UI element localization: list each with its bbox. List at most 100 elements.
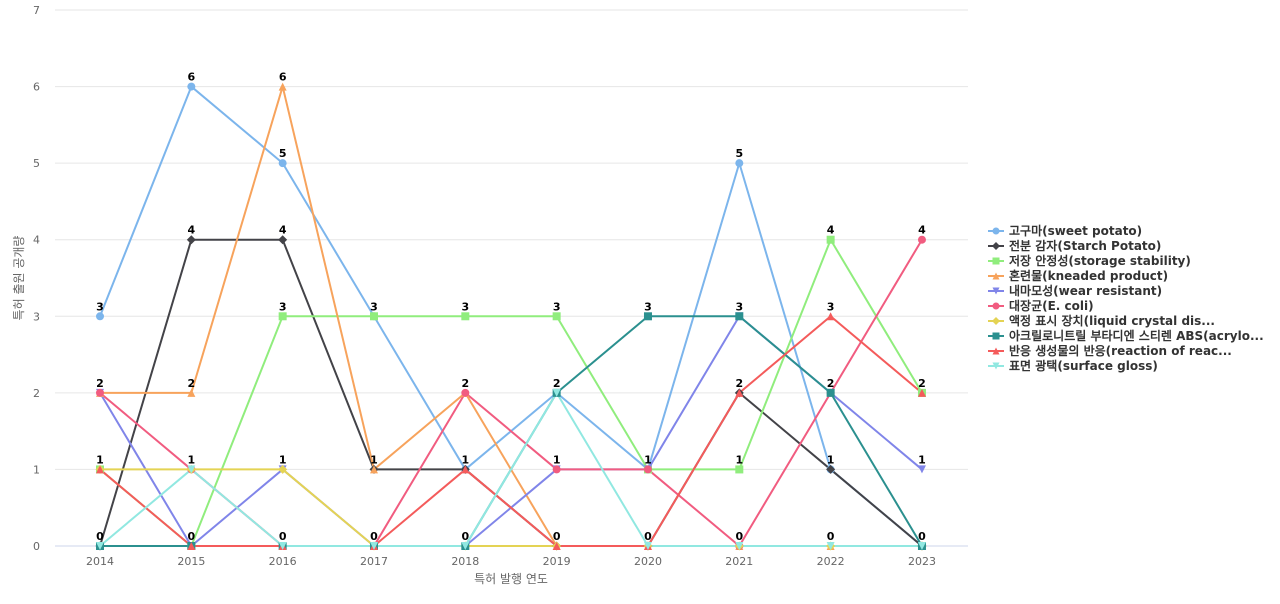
x-tick-label: 2020 — [634, 555, 662, 568]
legend-item[interactable]: 혼련물(kneaded product) — [988, 268, 1168, 283]
data-point-marker[interactable] — [917, 235, 926, 244]
legend-marker[interactable] — [992, 332, 1000, 340]
data-point-marker[interactable] — [187, 465, 196, 474]
data-point-marker[interactable] — [96, 312, 104, 321]
data-label: 2 — [553, 377, 561, 390]
data-point-marker[interactable] — [643, 542, 652, 550]
legend-marker[interactable] — [992, 362, 1000, 370]
data-point-marker[interactable] — [735, 465, 744, 474]
legend-item[interactable]: 전분 감자(Starch Potato) — [988, 238, 1161, 253]
data-label: 3 — [827, 300, 835, 313]
data-label: 3 — [96, 300, 104, 313]
data-label: 2 — [461, 377, 469, 390]
data-point-marker[interactable] — [278, 82, 287, 91]
y-tick-label: 7 — [33, 4, 40, 17]
x-tick-label: 2018 — [451, 555, 479, 568]
data-label: 6 — [279, 71, 287, 84]
data-label: 6 — [188, 71, 196, 84]
legend[interactable]: 고구마(sweet potato)전분 감자(Starch Potato)저장 … — [988, 223, 1264, 373]
data-point-marker[interactable] — [278, 542, 287, 550]
y-axis-title: 특허 출원 공개량 — [12, 236, 26, 321]
data-label: 1 — [188, 453, 196, 466]
data-point-marker[interactable] — [826, 464, 836, 474]
data-point-marker[interactable] — [552, 465, 561, 474]
data-label: 2 — [188, 377, 196, 390]
data-point-marker[interactable] — [369, 542, 378, 550]
legend-item[interactable]: 내마모성(wear resistant) — [988, 283, 1162, 298]
data-point-marker[interactable] — [826, 235, 835, 244]
series-line[interactable] — [99, 315, 923, 547]
legend-marker[interactable] — [992, 227, 1000, 235]
data-point-marker[interactable] — [552, 388, 561, 397]
x-tick-label: 2022 — [817, 555, 845, 568]
data-point-marker[interactable] — [369, 465, 378, 474]
data-point-marker[interactable] — [552, 542, 561, 550]
data-point-marker[interactable] — [461, 312, 470, 321]
data-point-marker[interactable] — [735, 542, 744, 550]
legend-item[interactable]: 표면 광택(surface gloss) — [988, 358, 1158, 373]
data-point-marker[interactable] — [96, 542, 104, 550]
data-label: 0 — [370, 530, 378, 543]
data-point-marker[interactable] — [278, 464, 288, 474]
series-lines — [99, 85, 923, 547]
legend-item[interactable]: 고구마(sweet potato) — [988, 223, 1142, 238]
legend-item[interactable]: 반응 생성물의 반응(reaction of reac... — [988, 343, 1232, 358]
legend-item[interactable]: 액정 표시 장치(liquid crystal dis... — [988, 313, 1215, 328]
y-tick-label: 4 — [33, 234, 40, 247]
data-point-marker[interactable] — [278, 312, 287, 321]
data-point-marker[interactable] — [96, 465, 104, 474]
data-point-marker[interactable] — [187, 82, 196, 91]
legend-marker[interactable] — [992, 272, 1000, 280]
data-label: 3 — [735, 300, 743, 313]
data-point-marker[interactable] — [826, 542, 835, 550]
data-point-marker[interactable] — [552, 312, 561, 321]
x-tick-label: 2014 — [86, 555, 114, 568]
data-point-marker[interactable] — [278, 159, 287, 168]
data-label: 0 — [644, 530, 652, 543]
data-point-marker[interactable] — [735, 159, 744, 168]
y-tick-label: 0 — [33, 540, 40, 553]
legend-item[interactable]: 대장균(E. coli) — [988, 299, 1094, 313]
data-label: 5 — [735, 147, 743, 160]
data-point-marker[interactable] — [917, 542, 926, 550]
data-point-marker[interactable] — [369, 312, 378, 321]
data-point-marker[interactable] — [187, 542, 196, 550]
data-label: 2 — [827, 377, 835, 390]
x-tick-label: 2015 — [177, 555, 205, 568]
x-tick-label: 2019 — [543, 555, 571, 568]
data-point-marker[interactable] — [461, 542, 470, 550]
series-line[interactable] — [99, 391, 923, 547]
data-label: 0 — [461, 530, 469, 543]
data-label: 0 — [188, 530, 196, 543]
data-point-marker[interactable] — [735, 388, 744, 397]
data-point-marker[interactable] — [826, 312, 835, 321]
data-point-marker[interactable] — [826, 388, 835, 397]
data-label: 3 — [553, 300, 561, 313]
legend-marker[interactable] — [992, 242, 1000, 250]
data-point-marker[interactable] — [278, 235, 288, 245]
data-point-marker[interactable] — [917, 388, 926, 397]
data-point-marker[interactable] — [186, 235, 196, 245]
legend-marker[interactable] — [992, 287, 1000, 295]
series-markers — [95, 82, 927, 551]
legend-marker[interactable] — [992, 317, 1000, 325]
data-point-marker[interactable] — [643, 465, 652, 474]
data-point-marker[interactable] — [96, 388, 104, 397]
legend-label: 반응 생성물의 반응(reaction of reac... — [1009, 343, 1232, 358]
data-point-marker[interactable] — [187, 388, 196, 397]
legend-marker[interactable] — [992, 257, 1000, 265]
data-point-marker[interactable] — [461, 388, 470, 397]
legend-marker[interactable] — [992, 347, 1000, 355]
data-label: 0 — [279, 530, 287, 543]
data-point-marker[interactable] — [643, 312, 652, 321]
legend-item[interactable]: 저장 안정성(storage stability) — [988, 253, 1191, 268]
data-point-marker[interactable] — [735, 312, 744, 321]
data-label: 1 — [735, 453, 743, 466]
legend-marker[interactable] — [992, 302, 1000, 310]
legend-label: 대장균(E. coli) — [1009, 299, 1094, 313]
data-point-marker[interactable] — [917, 465, 926, 474]
y-tick-label: 2 — [33, 387, 40, 400]
data-point-marker[interactable] — [461, 465, 470, 474]
legend-item[interactable]: 아크릴로니트릴 부타디엔 스티렌 ABS(acrylo... — [988, 328, 1264, 343]
